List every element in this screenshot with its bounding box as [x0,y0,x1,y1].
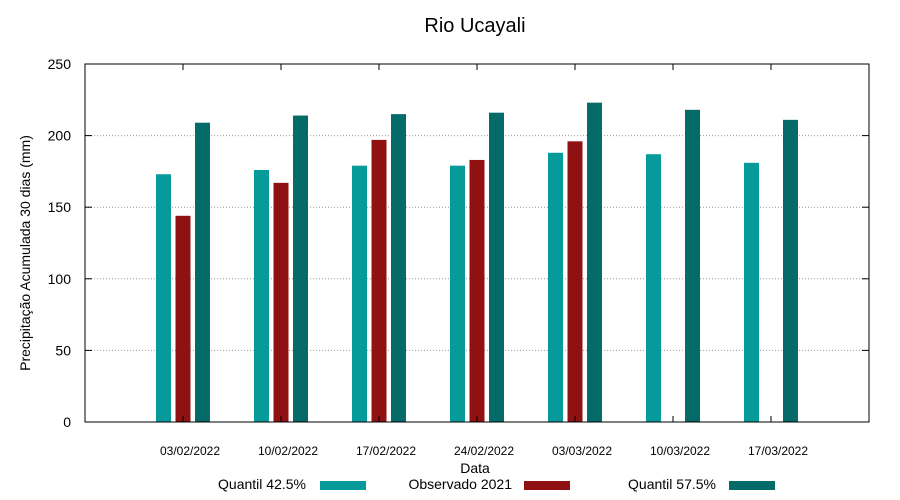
legend-swatch [729,481,775,490]
bar-1 [744,162,759,423]
bar-3 [293,115,308,422]
x-tick-label: 03/02/2022 [160,444,220,458]
x-tick-label: 17/03/2022 [748,444,808,458]
bar-1 [646,154,661,422]
y-tick-label: 250 [48,56,72,72]
bar-1 [352,165,367,422]
x-tick-label: 17/02/2022 [356,444,416,458]
y-tick-label: 100 [48,271,72,287]
bar-2 [371,139,387,422]
y-tick-label: 150 [48,199,72,215]
legend-label: Quantil 57.5% [628,476,716,492]
x-tick-label: 10/03/2022 [650,444,710,458]
x-tick-label: 03/03/2022 [552,444,612,458]
bar-3 [587,102,602,422]
y-axis-ticks: 0 50 100 150 200 250 [48,56,869,430]
legend: Quantil 42.5% Observado 2021 Quantil 57.5% [218,476,775,492]
chart-title: Rio Ucayali [424,15,525,37]
y-tick-label: 50 [55,342,71,358]
bar-1 [254,169,269,422]
legend-label: Observado 2021 [408,476,512,492]
bar-2 [175,215,191,422]
bar-1 [548,152,563,422]
bar-3 [783,119,798,423]
x-axis-ticks: 03/02/2022 10/02/2022 17/02/2022 24/02/2022… [160,64,808,458]
y-tick-label: 200 [48,128,72,144]
bar-2 [273,182,289,422]
bar-3 [391,114,406,423]
bar-1 [450,165,465,422]
bar-3 [685,109,700,422]
bar-3 [489,112,504,423]
y-tick-label: 0 [63,414,71,430]
bar-2 [567,141,583,422]
bar-3 [195,122,210,422]
legend-label: Quantil 42.5% [218,476,306,492]
bars [156,102,798,423]
y-axis-label: Precipitação Acumulada 30 dias (mm) [17,135,33,371]
x-tick-label: 10/02/2022 [258,444,318,458]
x-axis-label: Data [460,460,490,476]
bar-1 [156,174,171,422]
x-tick-label: 24/02/2022 [454,444,514,458]
legend-swatch [524,481,570,490]
legend-swatch [320,481,366,490]
bar-2 [469,159,485,422]
